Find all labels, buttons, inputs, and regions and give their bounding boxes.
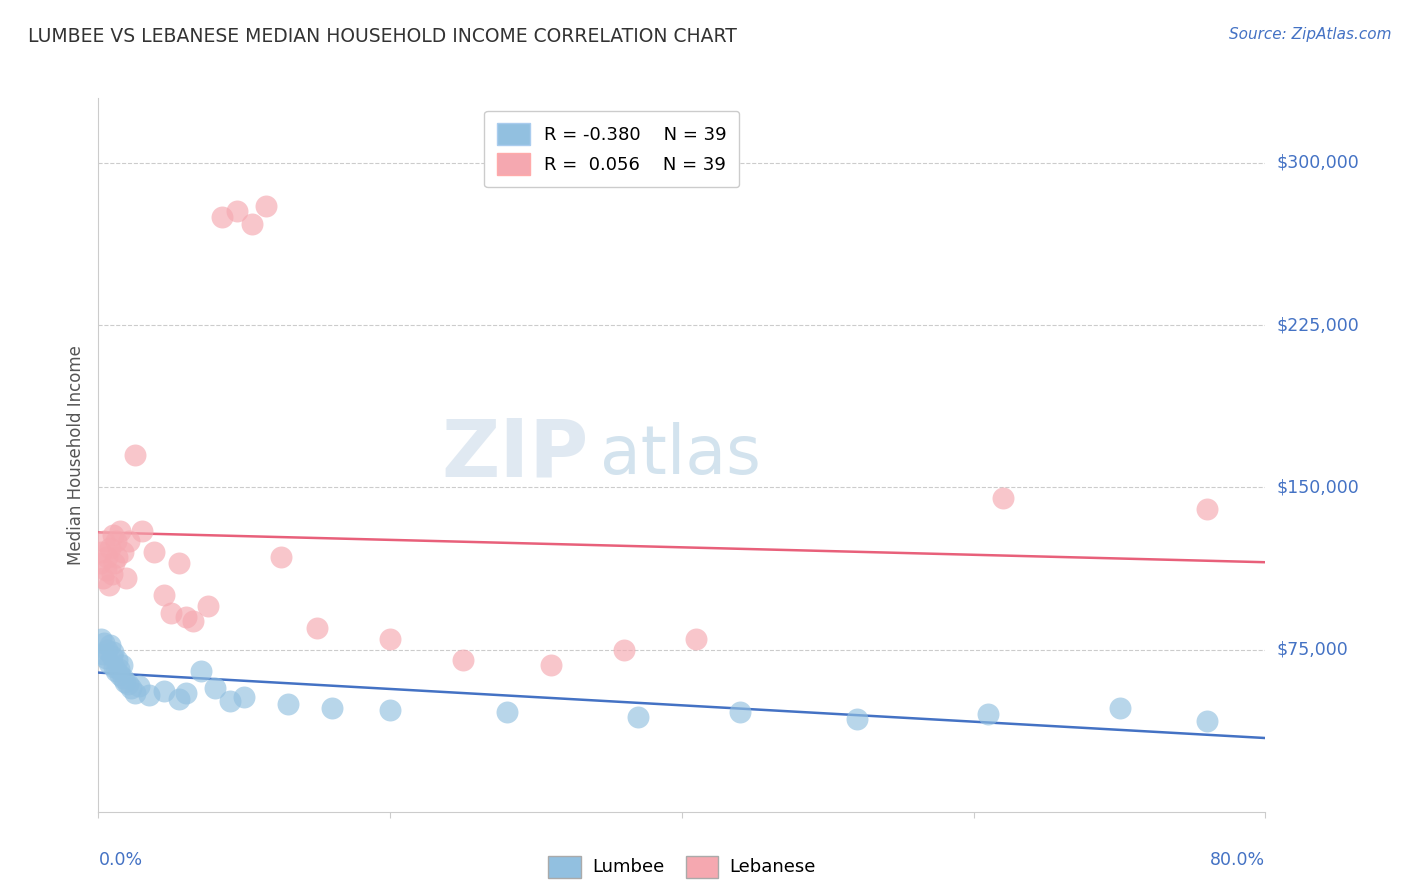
Point [167,556,190,570]
Point [270,549,292,564]
Text: $150,000: $150,000 [1277,478,1360,496]
Point [218,694,240,708]
Text: $225,000: $225,000 [1277,316,1360,334]
Point [96,642,118,657]
Point [115,571,138,585]
Point [103,556,125,570]
Point [97,656,120,670]
Point [1108,701,1130,715]
Text: 80.0%: 80.0% [1211,851,1265,869]
Point [277,697,299,711]
Point [94,651,117,665]
Point [93,636,115,650]
Point [233,690,256,705]
Point [120,681,142,696]
Point [190,664,212,678]
Point [101,528,124,542]
Point [124,448,146,462]
Point [977,707,1000,722]
Point [378,703,402,717]
Point [153,589,176,603]
Point [98,541,121,555]
Point [197,599,219,614]
Point [124,686,146,700]
Text: Source: ZipAtlas.com: Source: ZipAtlas.com [1229,27,1392,42]
Point [627,709,650,723]
Text: $300,000: $300,000 [1277,154,1360,172]
Point [96,549,118,564]
Point [118,534,141,549]
Point [105,653,128,667]
Point [110,524,132,538]
Point [90,632,112,646]
Point [101,645,124,659]
Point [91,647,114,661]
Point [128,679,150,693]
Point [495,705,517,719]
Point [612,642,634,657]
Y-axis label: Median Household Income: Median Household Income [66,345,84,565]
Text: 0.0%: 0.0% [98,851,142,869]
Point [307,621,329,635]
Point [204,681,226,696]
Point [153,683,176,698]
Point [112,545,135,559]
Point [142,545,165,559]
Text: ZIP: ZIP [441,416,589,494]
Point [181,615,204,629]
Point [174,610,197,624]
Point [114,675,136,690]
Point [110,668,132,682]
Point [111,657,134,672]
Text: LUMBEE VS LEBANESE MEDIAN HOUSEHOLD INCOME CORRELATION CHART: LUMBEE VS LEBANESE MEDIAN HOUSEHOLD INCO… [28,27,737,45]
Point [1195,502,1218,516]
Point [131,524,153,538]
Point [97,577,120,591]
Point [90,545,112,559]
Legend: Lumbee, Lebanese: Lumbee, Lebanese [541,848,823,885]
Point [112,671,135,685]
Point [321,701,343,715]
Point [845,712,868,726]
Point [167,692,190,706]
Point [100,566,122,581]
Point [108,662,131,676]
Point [104,534,127,549]
Point [100,648,122,663]
Point [240,217,263,231]
Point [104,664,127,678]
Text: atlas: atlas [600,422,761,488]
Point [117,677,139,691]
Point [98,638,121,652]
Point [1195,714,1218,728]
Point [254,199,277,213]
Point [174,686,197,700]
Point [451,653,474,667]
Point [728,705,751,719]
Point [160,606,183,620]
Point [138,688,160,702]
Point [991,491,1014,505]
Point [378,632,402,646]
Text: $75,000: $75,000 [1277,640,1348,658]
Point [89,556,111,570]
Point [226,203,249,218]
Point [103,660,125,674]
Point [105,549,128,564]
Point [91,571,114,585]
Point [540,657,562,672]
Point [211,210,233,224]
Point [94,562,117,576]
Point [685,632,707,646]
Point [93,534,115,549]
